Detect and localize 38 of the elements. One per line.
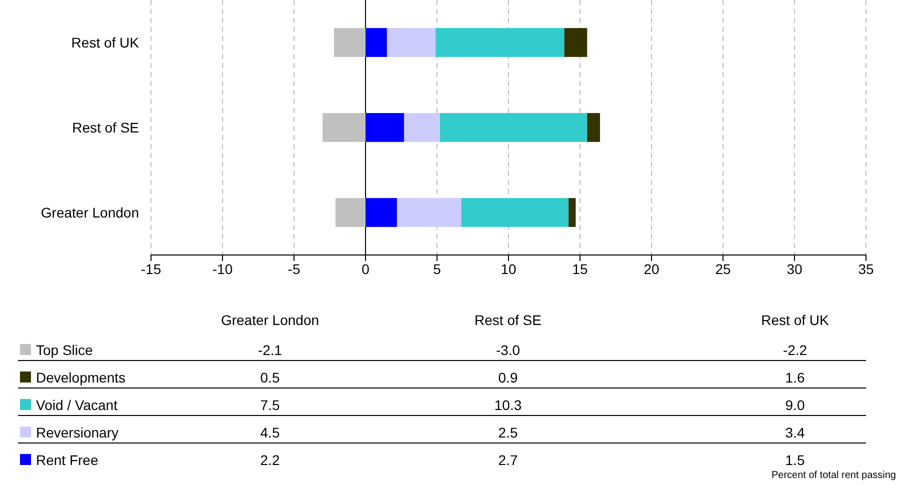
x-tick-label: 5: [433, 260, 442, 277]
legend-label: Top Slice: [36, 342, 94, 358]
category-label: Greater London: [220, 312, 320, 328]
legend-label: Rent Free: [36, 452, 98, 468]
text: 10.3: [494, 397, 522, 413]
y-tick-label: Rest of UK: [71, 34, 140, 50]
text: 0.5: [260, 370, 280, 386]
legend-label: Void / Vacant: [36, 397, 118, 413]
legend-label: Reversionary: [36, 424, 118, 440]
x-tick-label: 20: [644, 260, 660, 277]
text: 2.2: [260, 452, 280, 468]
x-tick-label: 35: [858, 260, 874, 277]
y-tick-label: Rest of SE: [72, 120, 139, 136]
text: 0.9: [498, 370, 518, 386]
text: 1.5: [785, 452, 805, 468]
text: 3.4: [785, 424, 805, 440]
x-tick-label: 15: [572, 260, 588, 277]
category-label: Rest of SE: [474, 312, 542, 328]
x-tick-label: 10: [500, 260, 516, 277]
x-tick-label: -10: [212, 260, 233, 277]
text: 9.0: [785, 397, 805, 413]
x-tick-label: -15: [140, 260, 162, 277]
x-tick-label: 0: [362, 260, 370, 277]
text: 2.7: [498, 452, 518, 468]
text: -2.2: [782, 342, 808, 358]
text: 2.5: [498, 424, 518, 440]
text: 7.5: [260, 397, 280, 413]
category-label: Rest of UK: [761, 312, 829, 328]
y-tick-label: Greater London: [40, 204, 139, 220]
x-tick-label: 30: [786, 260, 802, 277]
legend-label: Developments: [36, 370, 126, 386]
x-tick-label: -5: [288, 260, 300, 277]
text: 1.6: [785, 370, 805, 386]
text: 4.5: [260, 424, 280, 440]
text: -3.0: [496, 342, 520, 358]
text: Percent of total rent passing: [771, 470, 896, 481]
x-tick-label: 25: [715, 260, 731, 277]
text: -2.1: [258, 342, 282, 358]
